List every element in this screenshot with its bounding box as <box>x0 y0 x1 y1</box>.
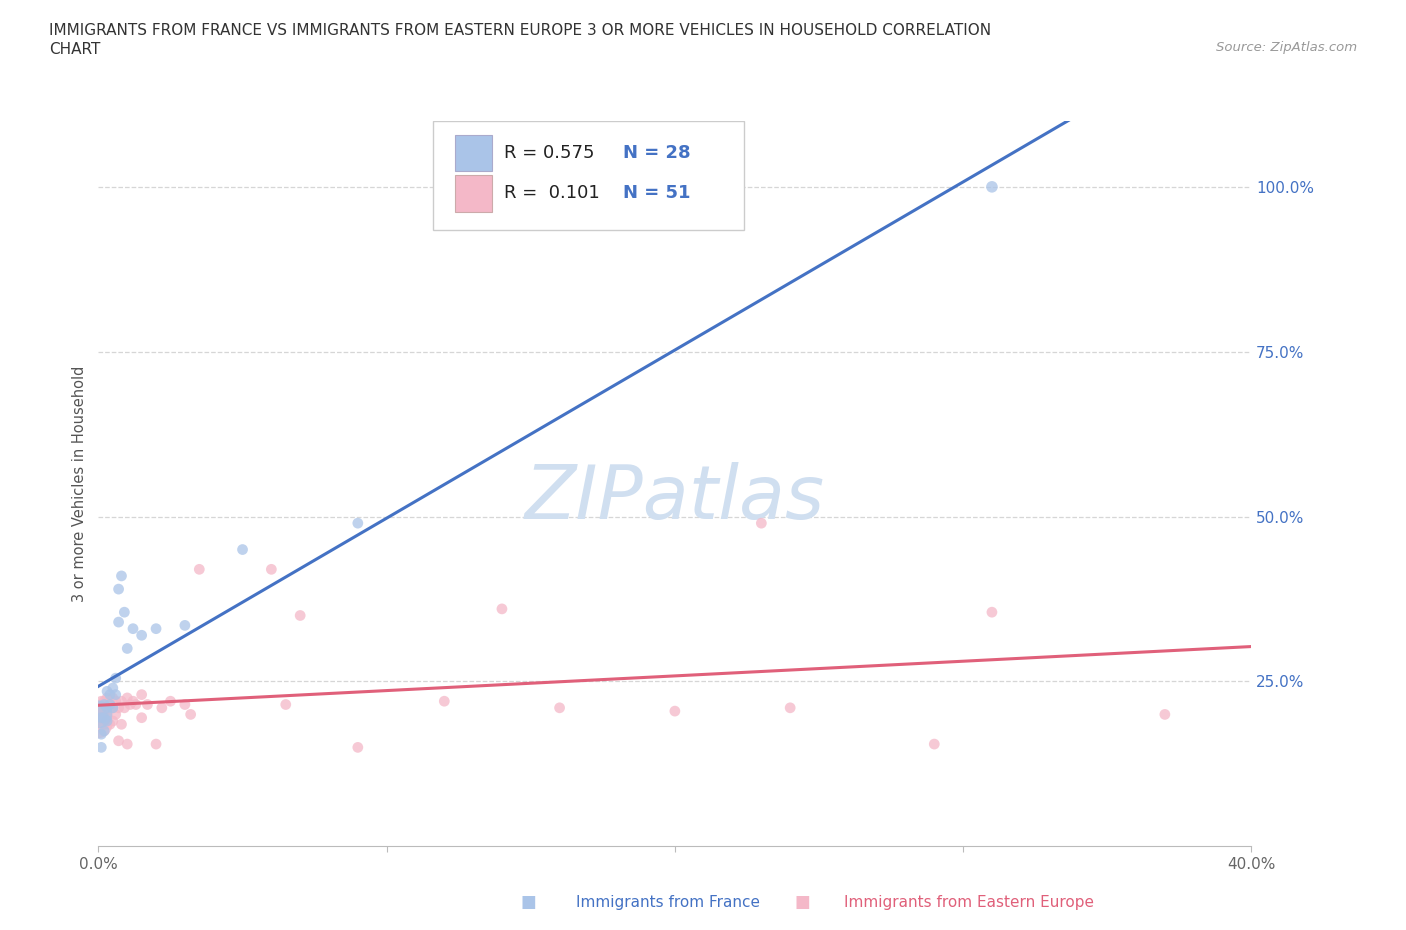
Point <box>93 704 115 719</box>
Text: R = 0.575: R = 0.575 <box>505 144 595 162</box>
Point <box>101 690 124 705</box>
Text: Immigrants from France: Immigrants from France <box>576 895 761 910</box>
Point <box>180 707 202 722</box>
Point <box>346 516 368 531</box>
Point <box>96 700 118 715</box>
Text: IMMIGRANTS FROM FRANCE VS IMMIGRANTS FROM EASTERN EUROPE 3 OR MORE VEHICLES IN H: IMMIGRANTS FROM FRANCE VS IMMIGRANTS FRO… <box>49 23 991 38</box>
Text: Source: ZipAtlas.com: Source: ZipAtlas.com <box>1216 41 1357 54</box>
Point <box>131 711 153 725</box>
Point <box>87 707 110 722</box>
Point <box>98 698 121 712</box>
FancyBboxPatch shape <box>433 121 744 230</box>
Point <box>107 700 129 715</box>
Point <box>922 737 945 751</box>
Point <box>110 568 132 583</box>
Point <box>107 581 129 596</box>
Point <box>96 690 118 705</box>
Point <box>131 687 153 702</box>
Point <box>90 726 112 741</box>
Point <box>491 602 513 617</box>
Point <box>120 698 142 712</box>
Point <box>110 694 132 709</box>
Point <box>104 694 127 709</box>
Text: N = 51: N = 51 <box>623 184 690 203</box>
Point <box>664 704 686 719</box>
Point <box>117 737 138 751</box>
Point <box>90 711 112 725</box>
Point <box>346 740 368 755</box>
Text: ■: ■ <box>520 893 536 911</box>
Point <box>188 562 211 577</box>
Point <box>981 179 1004 194</box>
Point <box>260 562 283 577</box>
Point <box>122 621 145 636</box>
Point <box>90 700 112 715</box>
Point <box>131 628 153 643</box>
Point <box>93 694 115 709</box>
Point <box>101 700 124 715</box>
Point <box>98 687 121 702</box>
Point <box>112 700 135 715</box>
Text: N = 28: N = 28 <box>623 144 690 162</box>
Point <box>107 615 129 630</box>
Point <box>122 694 145 709</box>
Point <box>90 711 112 725</box>
Point <box>90 707 112 722</box>
Point <box>87 717 110 732</box>
Point <box>87 707 110 722</box>
Point <box>136 698 159 712</box>
FancyBboxPatch shape <box>454 175 492 211</box>
Point <box>779 700 801 715</box>
Point <box>159 694 181 709</box>
Point <box>96 711 118 725</box>
Point <box>101 681 124 696</box>
Point <box>231 542 254 557</box>
Point <box>145 737 167 751</box>
Point <box>104 707 127 722</box>
Point <box>290 608 312 623</box>
Point <box>981 604 1004 619</box>
Point <box>150 700 173 715</box>
Point <box>96 713 118 728</box>
Point <box>101 713 124 728</box>
Text: Immigrants from Eastern Europe: Immigrants from Eastern Europe <box>844 895 1094 910</box>
Point <box>104 687 127 702</box>
Point <box>174 618 197 632</box>
Point <box>90 740 112 755</box>
Point <box>751 516 773 531</box>
Point <box>548 700 571 715</box>
Point <box>117 690 138 705</box>
Point <box>101 700 124 715</box>
FancyBboxPatch shape <box>454 135 492 171</box>
Point <box>1153 707 1175 722</box>
Point <box>104 671 127 685</box>
Point <box>117 641 138 656</box>
Point <box>96 700 118 715</box>
Point <box>433 694 456 709</box>
Point <box>110 717 132 732</box>
Point <box>93 724 115 738</box>
Text: ■: ■ <box>794 893 810 911</box>
Text: CHART: CHART <box>49 42 101 57</box>
Point <box>145 621 167 636</box>
Point <box>98 698 121 712</box>
Text: ZIPatlas: ZIPatlas <box>524 462 825 534</box>
Point <box>274 698 297 712</box>
Point <box>98 717 121 732</box>
Point <box>112 604 135 619</box>
Point <box>125 698 148 712</box>
Point <box>93 698 115 712</box>
Point <box>90 694 112 709</box>
Point <box>174 698 197 712</box>
Text: R =  0.101: R = 0.101 <box>505 184 600 203</box>
Y-axis label: 3 or more Vehicles in Household: 3 or more Vehicles in Household <box>72 365 87 602</box>
Point <box>107 734 129 749</box>
Point <box>96 684 118 698</box>
Point <box>93 717 115 732</box>
Point <box>93 711 115 725</box>
